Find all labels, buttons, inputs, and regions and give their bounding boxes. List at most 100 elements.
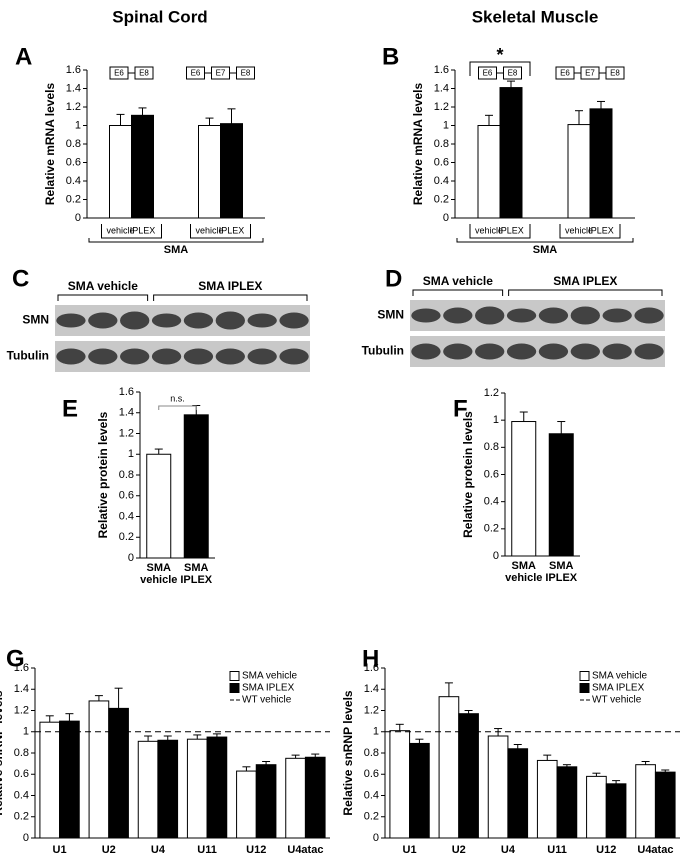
bar <box>108 707 129 839</box>
bar <box>499 87 523 219</box>
exon-box <box>503 66 522 80</box>
bar <box>59 720 80 839</box>
blot-band <box>215 348 245 365</box>
panel-letter: B <box>382 43 399 70</box>
y-tick-label: 0.4 <box>364 789 379 801</box>
bar-label: IPLEX <box>130 225 156 235</box>
y-tick-label: 1 <box>373 726 379 738</box>
y-tick-label: 0.4 <box>484 496 499 508</box>
x-tick-label: SMA IPLEX <box>180 562 213 586</box>
bar <box>567 124 591 219</box>
blot-band <box>215 311 245 330</box>
bar <box>409 742 430 839</box>
lane-group-label: SMA vehicle <box>68 279 139 293</box>
bar <box>654 771 676 839</box>
blot-band <box>56 348 86 365</box>
bar <box>458 713 479 839</box>
lane-group-label: SMA IPLEX <box>198 279 262 293</box>
blot-band <box>634 343 664 360</box>
annotation: * <box>496 45 503 65</box>
y-tick-label: 1.4 <box>119 407 134 419</box>
blot-band <box>247 313 277 328</box>
bar <box>605 783 627 839</box>
y-tick-label: 0.8 <box>434 138 449 150</box>
x-tick-label: U12 <box>246 844 266 856</box>
bar <box>589 108 613 219</box>
exon-label: E8 <box>241 69 251 78</box>
bar-label: vehicle <box>106 225 134 235</box>
x-bracket <box>88 238 264 243</box>
y-axis-label: Relative mRNA levels <box>43 83 57 206</box>
bar <box>39 721 61 839</box>
y-tick-label: 0.6 <box>484 468 499 480</box>
column-header: Spinal Cord <box>112 7 207 26</box>
bar-label: vehicle <box>565 225 593 235</box>
x-tick-label: U11 <box>547 844 567 856</box>
blot-band <box>634 307 664 324</box>
legend-swatch <box>229 683 240 693</box>
column-header: Skeletal Muscle <box>472 7 599 26</box>
blot-band <box>279 348 309 365</box>
x-tick-label: U1 <box>403 844 417 856</box>
x-tick-label: SMA vehicle <box>505 560 542 584</box>
y-tick-label: 1 <box>128 448 134 460</box>
blot-band <box>570 306 600 325</box>
y-tick-label: 0.8 <box>14 747 29 759</box>
panel-letter: H <box>362 645 379 672</box>
y-tick-label: 1.6 <box>434 64 449 76</box>
y-tick-label: 1.6 <box>364 662 379 674</box>
panel-letter: G <box>6 645 25 672</box>
panel-letter: E <box>62 395 78 422</box>
blot-band <box>120 311 150 330</box>
blot-band <box>443 307 473 324</box>
bar <box>507 748 529 839</box>
bar <box>536 759 558 839</box>
y-tick-label: 1.4 <box>434 82 449 94</box>
x-axis-label: SMA <box>164 244 189 256</box>
lane-bracket <box>153 294 308 301</box>
x-tick-label: U2 <box>102 844 116 856</box>
y-tick-label: 1.2 <box>484 387 499 399</box>
x-axis-label: SMA <box>533 244 558 256</box>
x-tick-label-text: SMA IPLEX <box>545 560 578 584</box>
y-tick-label: 0.2 <box>119 531 134 543</box>
exon-box <box>555 66 575 80</box>
y-axis-label: Relative protein levels <box>96 411 110 538</box>
bar <box>255 764 277 839</box>
bar <box>109 125 132 219</box>
bar <box>477 125 501 219</box>
x-tick-label-text: SMA IPLEX <box>180 562 213 586</box>
y-tick-label: 0.2 <box>14 811 29 823</box>
lane-bracket <box>508 289 663 296</box>
bar <box>131 114 154 219</box>
blot-band <box>56 313 86 328</box>
y-tick-label: 1 <box>443 119 449 131</box>
legend-label: WT vehicle <box>592 695 642 706</box>
legend-label: SMA IPLEX <box>242 683 295 694</box>
group-bracket <box>190 224 251 239</box>
significance-bracket <box>469 61 531 76</box>
x-bracket <box>456 238 634 243</box>
bar <box>137 740 159 839</box>
exon-box <box>605 66 625 80</box>
x-tick-label: U2 <box>452 844 466 856</box>
y-tick-label: 1.6 <box>14 662 29 674</box>
row-label: SMN <box>377 308 404 322</box>
y-tick-label: 0.4 <box>66 175 81 187</box>
y-tick-label: 0.4 <box>14 789 29 801</box>
blot-band <box>602 308 632 323</box>
y-axis-label: Relative snRNP levels <box>0 690 5 816</box>
bar <box>635 764 656 839</box>
y-tick-label: 0.6 <box>119 490 134 502</box>
blot-band <box>247 348 277 365</box>
y-tick-label: 1.6 <box>119 386 134 398</box>
y-tick-label: 0.2 <box>66 193 81 205</box>
blot-band <box>411 343 441 360</box>
y-tick-label: 0.4 <box>119 510 134 522</box>
x-tick-label: U12 <box>596 844 616 856</box>
bar-label: IPLEX <box>219 225 245 235</box>
exon-box <box>186 66 205 80</box>
y-tick-label: 0 <box>23 832 29 844</box>
legend-swatch <box>579 683 590 693</box>
y-tick-label: 1.2 <box>14 704 29 716</box>
